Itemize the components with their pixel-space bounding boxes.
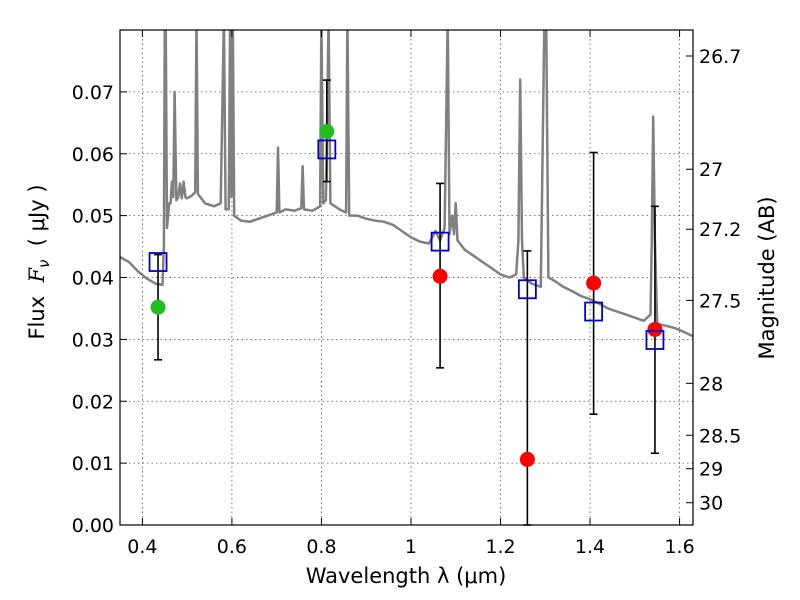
y-axis-label-symbol: F [25, 267, 49, 284]
y-axis-label-subscript: ν [35, 260, 53, 268]
x-tick-label: 0.4 [127, 536, 157, 558]
x-tick-label: 1.6 [664, 536, 694, 558]
model-spectrum-line [120, 30, 693, 338]
y-tick-label: 0.04 [72, 268, 114, 290]
x-axis-label: Wavelength λ (μm) [306, 564, 507, 588]
model-photometry-square [317, 139, 337, 160]
y-tick-label: 0.07 [72, 82, 114, 104]
markers-layer [148, 123, 665, 467]
x-tick-label: 0.6 [217, 536, 247, 558]
right-axis-label: Magnitude (AB) [755, 196, 779, 359]
y-tick-label: 0.01 [72, 453, 114, 475]
right-tick-label: 28.5 [699, 425, 741, 447]
data-point [647, 321, 663, 337]
model-spectrum-layer [120, 30, 693, 338]
y-tick-label: 0.00 [72, 515, 114, 537]
right-tick-label: 30 [699, 493, 723, 515]
model-photometry-square [584, 301, 604, 322]
model-photometry-square [645, 330, 665, 350]
right-tick-label: 27 [699, 159, 723, 181]
y-tick-label: 0.03 [72, 329, 114, 351]
x-tick-label: 1.2 [485, 536, 515, 558]
x-tick-label: 1 [405, 536, 417, 558]
y-tick-label: 0.02 [72, 391, 114, 413]
model-photometry-square [148, 252, 168, 272]
data-point [150, 299, 166, 315]
axis-ticks-layer: 0.4 0.6 0.8 1 1.2 1.4 1.6 0.00 0.01 0.02 0.03 0.04 0… [72, 30, 741, 558]
data-point [432, 268, 448, 284]
data-point [519, 451, 535, 467]
x-tick-label: 0.8 [306, 536, 336, 558]
right-tick-label: 28 [699, 373, 723, 395]
y-tick-label: 0.05 [72, 206, 114, 228]
model-photometry-square [430, 231, 450, 252]
grid-lines [120, 30, 693, 525]
y-axis-label: Flux Fν ( μJy ) [25, 184, 53, 339]
y-tick-label: 0.06 [72, 144, 114, 166]
model-photometry-square [517, 279, 537, 300]
x-tick-label: 1.4 [575, 536, 605, 558]
data-point [319, 123, 335, 139]
right-tick-label: 27.2 [699, 219, 741, 241]
right-tick-label: 29 [699, 459, 723, 481]
y-axis-label-suffix: ( μJy ) [25, 184, 49, 259]
data-point [586, 275, 602, 291]
y-axis-label-prefix: Flux [25, 283, 49, 340]
right-tick-label: 26.7 [699, 46, 741, 68]
right-tick-label: 27.5 [699, 290, 741, 312]
